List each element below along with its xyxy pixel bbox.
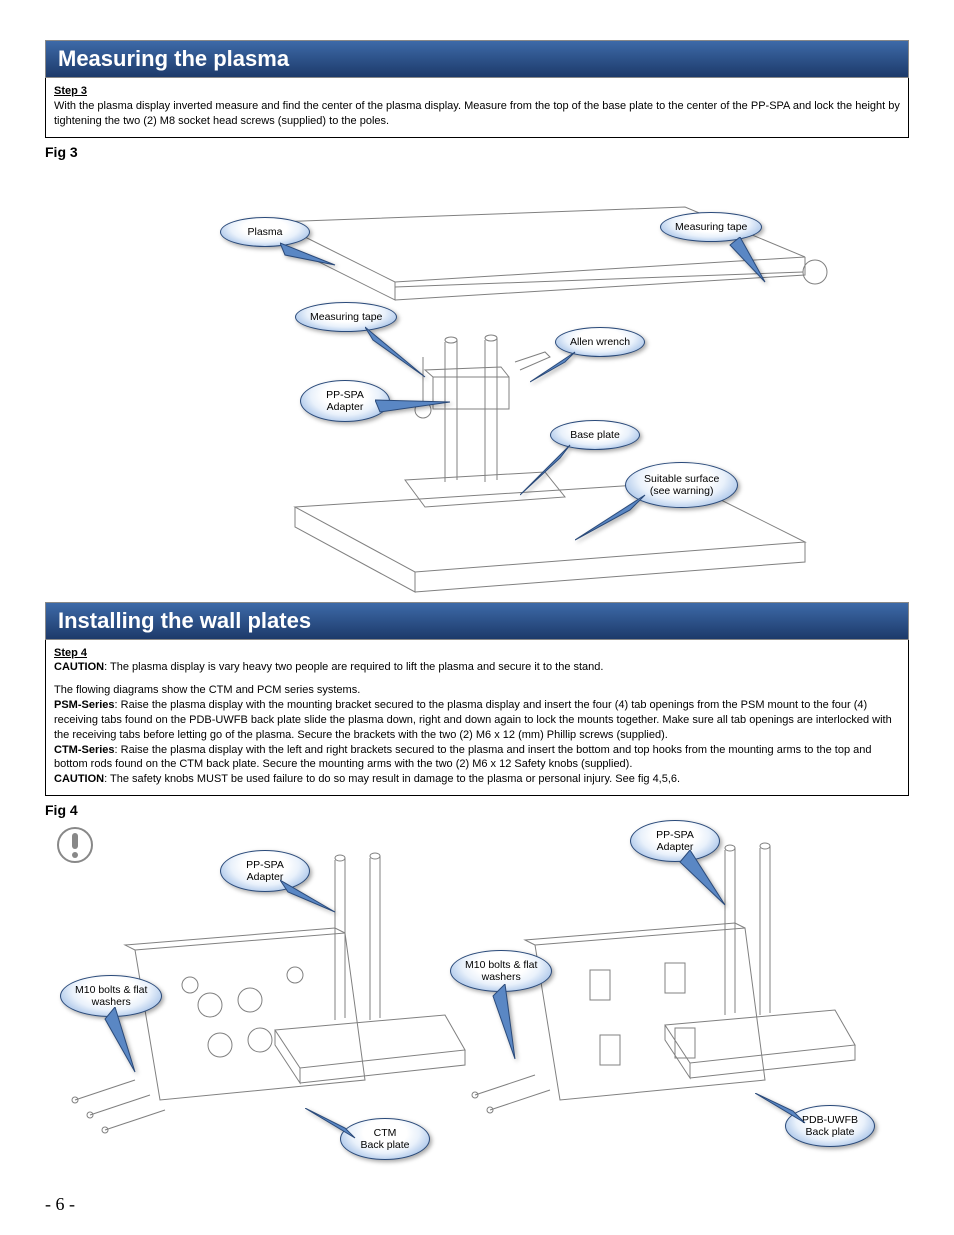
step3-block: Step 3 With the plasma display inverted … bbox=[45, 78, 909, 138]
step4-block: Step 4 CAUTION: The plasma display is va… bbox=[45, 640, 909, 797]
step3-text: With the plasma display inverted measure… bbox=[54, 100, 900, 127]
warning-icon bbox=[55, 825, 95, 865]
fig4-label: Fig 4 bbox=[45, 802, 909, 818]
section-title-measuring: Measuring the plasma bbox=[45, 40, 909, 78]
caution2-text: : The safety knobs MUST be used failure … bbox=[104, 773, 680, 785]
fig4-svg bbox=[45, 820, 909, 1170]
step3-label: Step 3 bbox=[54, 85, 87, 97]
caution2-label: CAUTION bbox=[54, 773, 104, 785]
section-title-installing: Installing the wall plates bbox=[45, 602, 909, 640]
psm-label: PSM-Series bbox=[54, 699, 115, 711]
page-number: - 6 - bbox=[45, 1194, 75, 1215]
caution1-text: : The plasma display is vary heavy two p… bbox=[104, 661, 603, 673]
ctm-text: : Raise the plasma display with the left… bbox=[54, 744, 872, 771]
psm-text: : Raise the plasma display with the moun… bbox=[54, 699, 892, 741]
ctm-label: CTM-Series bbox=[54, 744, 115, 756]
fig3-diagram: Plasma Measuring tape Measuring tape All… bbox=[45, 162, 909, 602]
para1: The flowing diagrams show the CTM and PC… bbox=[54, 683, 900, 698]
fig3-svg bbox=[45, 162, 909, 602]
page: Measuring the plasma Step 3 With the pla… bbox=[0, 0, 954, 1235]
caution1-label: CAUTION bbox=[54, 661, 104, 673]
fig3-label: Fig 3 bbox=[45, 144, 909, 160]
fig4-diagram: PP-SPA Adapter PP-SPA Adapter M10 bolts … bbox=[45, 820, 909, 1170]
step4-label: Step 4 bbox=[54, 647, 87, 659]
